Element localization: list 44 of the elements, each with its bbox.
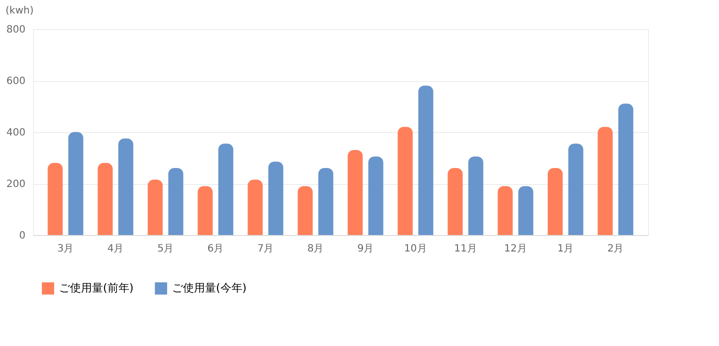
x-tick-label: 3月 [57,244,74,254]
x-tick-label: 5月 [157,244,174,254]
x-tick-label: 7月 [257,244,274,254]
y-tick-label: 0 [19,230,26,242]
bar [268,162,284,235]
bar [368,156,384,235]
x-tick-label: 9月 [357,244,374,254]
bar [468,156,484,235]
x-tick-label: 6月 [207,244,224,254]
x-tick-label: 12月 [504,244,527,254]
bar [598,126,613,235]
bar [48,162,63,235]
bar [218,144,234,235]
bar [198,186,213,235]
bar [148,180,163,235]
bar [418,86,434,235]
y-tick-label: 600 [6,76,26,87]
legend-label: ご使用量(前年) [59,281,134,294]
x-tick-label: 11月 [454,244,477,254]
bar [498,186,513,235]
y-tick-label: 400 [6,128,26,138]
legend-label: ご使用量(今年) [172,281,247,294]
x-tick-label: 4月 [107,244,124,254]
bar [448,168,463,235]
bar [118,138,134,235]
bar [248,180,263,235]
y-tick-label: 800 [6,24,26,36]
bar [68,132,84,235]
x-tick-label: 2月 [607,244,624,254]
bar [98,162,113,235]
x-tick-label: 10月 [404,244,427,254]
bar [168,168,184,235]
y-axis-title: (kwh) [6,6,34,16]
bar [518,186,534,235]
bar [618,104,634,235]
y-tick-label: 200 [6,179,26,190]
x-tick-label: 8月 [307,244,324,254]
bar [398,126,413,235]
bar [568,144,584,235]
bar [548,168,563,235]
bar [298,186,313,235]
bar [318,168,334,235]
bar [348,150,363,235]
x-tick-label: 1月 [557,244,574,254]
